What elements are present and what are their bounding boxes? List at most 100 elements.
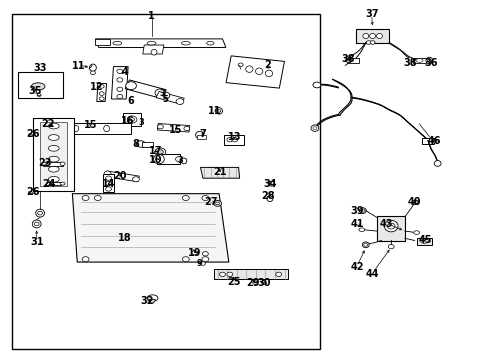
Ellipse shape — [255, 68, 263, 75]
Ellipse shape — [82, 195, 89, 201]
Bar — [156, 91, 184, 104]
Ellipse shape — [181, 41, 190, 45]
Text: 41: 41 — [349, 219, 363, 229]
Ellipse shape — [157, 150, 163, 154]
Text: 45: 45 — [418, 235, 431, 246]
Text: 37: 37 — [364, 9, 378, 19]
Ellipse shape — [312, 127, 316, 130]
Ellipse shape — [430, 139, 436, 143]
Text: 2: 2 — [264, 60, 271, 70]
Bar — [142, 142, 153, 147]
Ellipse shape — [60, 182, 65, 185]
Ellipse shape — [386, 223, 394, 229]
Ellipse shape — [48, 166, 59, 172]
Ellipse shape — [384, 220, 397, 232]
Text: 16: 16 — [121, 116, 135, 126]
Polygon shape — [53, 123, 131, 134]
Bar — [346, 58, 358, 63]
Text: 27: 27 — [204, 197, 218, 207]
Ellipse shape — [369, 41, 374, 44]
Ellipse shape — [425, 57, 432, 64]
Ellipse shape — [117, 69, 122, 73]
Ellipse shape — [387, 244, 393, 249]
Text: 38: 38 — [341, 54, 354, 64]
Ellipse shape — [411, 200, 418, 204]
Ellipse shape — [363, 243, 367, 246]
Ellipse shape — [345, 59, 350, 62]
Ellipse shape — [117, 94, 122, 99]
Text: 3: 3 — [139, 118, 144, 127]
Polygon shape — [95, 39, 225, 48]
Ellipse shape — [226, 138, 232, 142]
Ellipse shape — [89, 64, 96, 71]
Ellipse shape — [117, 87, 122, 91]
Ellipse shape — [105, 176, 111, 180]
Text: 29: 29 — [246, 278, 260, 288]
Ellipse shape — [36, 209, 44, 217]
Ellipse shape — [48, 176, 59, 182]
Polygon shape — [200, 167, 239, 178]
Text: 4: 4 — [121, 67, 128, 77]
Ellipse shape — [48, 145, 59, 151]
Bar — [412, 58, 425, 63]
Bar — [103, 174, 114, 192]
Text: 33: 33 — [33, 63, 47, 73]
Text: 30: 30 — [257, 278, 270, 288]
Ellipse shape — [360, 209, 364, 212]
Ellipse shape — [129, 118, 134, 121]
Ellipse shape — [73, 125, 79, 132]
Ellipse shape — [195, 131, 203, 139]
Ellipse shape — [151, 49, 157, 55]
Bar — [157, 154, 180, 164]
Bar — [355, 29, 388, 43]
Ellipse shape — [202, 195, 208, 201]
Text: 31: 31 — [30, 237, 43, 247]
Text: 13: 13 — [227, 132, 241, 142]
Ellipse shape — [147, 295, 158, 301]
Ellipse shape — [415, 59, 422, 62]
Polygon shape — [40, 122, 67, 186]
Ellipse shape — [90, 71, 95, 75]
Polygon shape — [149, 300, 155, 303]
Ellipse shape — [132, 177, 139, 182]
Ellipse shape — [312, 82, 320, 88]
Text: 36: 36 — [424, 58, 437, 68]
Ellipse shape — [48, 135, 59, 140]
Polygon shape — [142, 45, 163, 54]
Text: 23: 23 — [38, 158, 52, 168]
Ellipse shape — [176, 99, 183, 104]
Text: 11: 11 — [71, 60, 85, 71]
Ellipse shape — [136, 141, 145, 147]
Text: 21: 21 — [213, 167, 226, 177]
Ellipse shape — [183, 126, 189, 131]
Polygon shape — [214, 269, 287, 279]
Bar — [123, 113, 141, 126]
Ellipse shape — [38, 211, 42, 215]
Ellipse shape — [369, 33, 375, 39]
Ellipse shape — [359, 208, 366, 213]
Ellipse shape — [125, 82, 136, 90]
Text: 1: 1 — [148, 11, 155, 21]
Ellipse shape — [117, 78, 122, 82]
Bar — [157, 123, 189, 132]
Ellipse shape — [362, 242, 368, 248]
Ellipse shape — [157, 125, 163, 129]
Ellipse shape — [31, 83, 45, 90]
Text: 26: 26 — [26, 186, 40, 197]
Ellipse shape — [175, 157, 182, 162]
Text: 24: 24 — [42, 179, 56, 189]
Text: 35: 35 — [28, 86, 42, 96]
Ellipse shape — [48, 156, 59, 162]
Bar — [125, 80, 166, 99]
Ellipse shape — [366, 41, 370, 44]
Ellipse shape — [238, 63, 243, 67]
Ellipse shape — [275, 272, 281, 276]
Ellipse shape — [420, 239, 427, 243]
Ellipse shape — [202, 257, 208, 262]
Ellipse shape — [264, 70, 272, 77]
Ellipse shape — [99, 97, 104, 100]
Ellipse shape — [155, 148, 165, 156]
Ellipse shape — [310, 125, 318, 131]
Ellipse shape — [163, 92, 169, 99]
Polygon shape — [72, 194, 228, 262]
